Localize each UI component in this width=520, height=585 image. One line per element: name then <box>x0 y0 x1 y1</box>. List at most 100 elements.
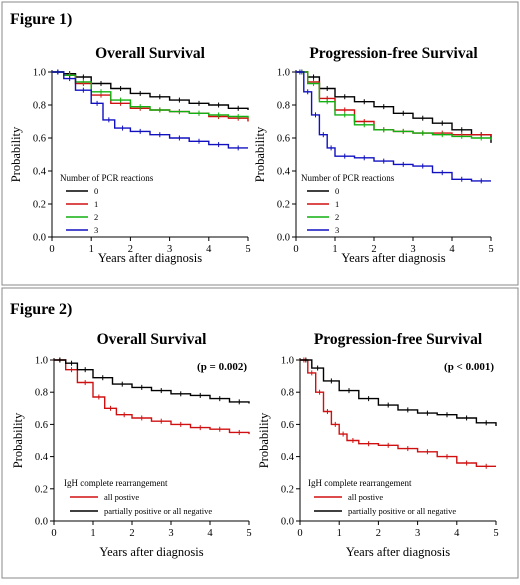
series-line-1 <box>54 359 250 435</box>
x-tick-label: 3 <box>415 528 420 539</box>
x-tick-label: 5 <box>493 528 498 539</box>
y-tick-label: 1.0 <box>33 68 46 79</box>
series-line-2 <box>54 359 250 404</box>
legend-label: 1 <box>94 199 98 209</box>
x-tick-label: 0 <box>297 528 302 539</box>
legend: Number of PCR reactions 0 1 2 3 <box>301 173 395 235</box>
y-tick-label: 0.0 <box>277 233 290 244</box>
figure-2-border <box>1 287 519 579</box>
x-tick-label: 4 <box>449 244 455 255</box>
figure-1-border <box>1 1 519 286</box>
x-tick-label: 2 <box>371 244 376 255</box>
y-tick-label: 0.4 <box>277 167 291 178</box>
x-tick-label: 4 <box>454 528 460 539</box>
x-tick-label: 0 <box>49 244 54 255</box>
series-line-1 <box>300 359 496 467</box>
x-tick-label: 3 <box>168 528 173 539</box>
x-axis-label: Years after diagnosis <box>341 251 445 265</box>
x-tick-label: 5 <box>488 244 493 255</box>
x-tick-label: 1 <box>90 528 95 539</box>
legend-label: 2 <box>94 212 98 222</box>
legend-label: partially positive or all negative <box>104 506 212 516</box>
chart-title: Overall Survival <box>95 45 205 62</box>
y-tick-label: 0.4 <box>281 452 295 463</box>
legend-label: all postive <box>104 492 139 502</box>
legend-label: 3 <box>335 225 339 235</box>
y-tick-label: 0.6 <box>35 420 48 431</box>
y-tick-label: 0.8 <box>33 101 46 112</box>
legend-label: 0 <box>94 186 98 196</box>
chart-title: Progression-free Survival <box>309 45 478 62</box>
chart-2: Progression-free Survival 0.0 0.2 0.4 0.6 0.8… <box>253 45 494 265</box>
chart-4: Progression-free Survival 0.0 0.2 0.4 0.6 0.8… <box>257 331 499 559</box>
figure-2-label: Figure 2) <box>10 301 72 318</box>
x-tick-label: 1 <box>337 528 342 539</box>
x-tick-label: 0 <box>293 244 298 255</box>
y-tick-label: 0.0 <box>35 517 48 528</box>
y-axis-label: Probability <box>11 412 25 468</box>
x-axis-label: Years after diagnosis <box>99 545 203 559</box>
legend-label: all postive <box>348 492 383 502</box>
y-tick-label: 0.6 <box>277 134 290 145</box>
legend: Number of PCR reactions 0 1 2 3 <box>60 173 154 235</box>
y-tick-label: 0.2 <box>277 200 290 211</box>
legend-label: 1 <box>335 199 339 209</box>
x-tick-label: 1 <box>332 244 337 255</box>
p-value-annotation: (p = 0.002) <box>197 361 247 373</box>
legend-label: 3 <box>94 225 98 235</box>
x-tick-label: 5 <box>245 244 250 255</box>
x-tick-label: 2 <box>128 244 133 255</box>
x-tick-label: 4 <box>207 528 213 539</box>
chart-title: Overall Survival <box>97 331 207 348</box>
legend-label: 0 <box>335 186 339 196</box>
y-axis-label: Probability <box>9 126 23 182</box>
y-tick-label: 0.8 <box>277 101 290 112</box>
p-value-annotation: (p < 0.001) <box>444 361 494 373</box>
x-tick-label: 2 <box>129 528 134 539</box>
chart-3: Overall Survival 0.0 0.2 0.4 0.6 0.8 1.0 0 1 2 3 4 5… <box>11 331 252 559</box>
y-tick-label: 0.4 <box>35 452 49 463</box>
legend-label: 2 <box>335 212 339 222</box>
x-axis-label: Years after diagnosis <box>346 545 450 559</box>
legend-title: IgH complete rearrangement <box>64 478 168 488</box>
y-tick-label: 0.2 <box>35 484 48 495</box>
series-line-2 <box>300 359 497 426</box>
series-line-2 <box>296 71 492 137</box>
legend-title: Number of PCR reactions <box>301 173 395 183</box>
legend: IgH complete rearrangement all postive par… <box>64 478 212 516</box>
y-axis-label: Probability <box>257 412 271 468</box>
x-tick-label: 5 <box>246 528 251 539</box>
legend-title: IgH complete rearrangement <box>308 478 412 488</box>
y-tick-label: 0.2 <box>281 484 294 495</box>
chart-1: Overall Survival 0.0 0.2 0.4 0.6 0.8 1.0 0 1 2 3 4 5… <box>9 45 251 265</box>
y-tick-label: 0.8 <box>35 388 48 399</box>
y-axis-label: Probability <box>253 126 267 182</box>
x-axis-label: Years after diagnosis <box>98 251 202 265</box>
y-tick-label: 0.2 <box>33 200 46 211</box>
y-tick-label: 0.4 <box>33 167 47 178</box>
x-tick-label: 1 <box>89 244 94 255</box>
x-tick-label: 2 <box>376 528 381 539</box>
x-tick-label: 4 <box>206 244 212 255</box>
figure-1-label: Figure 1) <box>10 11 72 28</box>
legend-label: partially positive or all negative <box>348 506 456 516</box>
y-tick-label: 0.0 <box>33 233 46 244</box>
y-tick-label: 0.6 <box>33 134 46 145</box>
legend-title: Number of PCR reactions <box>60 173 154 183</box>
series-line-3 <box>296 71 492 140</box>
y-tick-label: 1.0 <box>35 356 48 367</box>
y-tick-label: 0.6 <box>281 420 294 431</box>
y-tick-label: 1.0 <box>281 356 294 367</box>
y-tick-label: 0.8 <box>281 388 294 399</box>
x-tick-label: 3 <box>410 244 415 255</box>
chart-title: Progression-free Survival <box>314 331 483 348</box>
y-tick-label: 1.0 <box>277 68 290 79</box>
x-tick-label: 3 <box>167 244 172 255</box>
x-tick-label: 0 <box>51 528 56 539</box>
y-tick-label: 0.0 <box>281 517 294 528</box>
legend: IgH complete rearrangement all postive par… <box>308 478 456 516</box>
series-line-4 <box>52 71 248 149</box>
charts-layer: Overall Survival 0.0 0.2 0.4 0.6 0.8 1.0 0 1 2 3 4 5… <box>9 45 499 559</box>
